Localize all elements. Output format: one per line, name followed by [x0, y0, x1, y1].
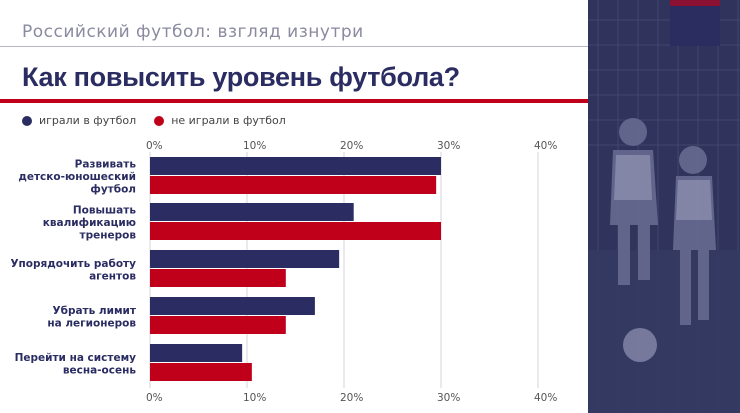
page-title: Как повысить уровень футбола? [22, 62, 460, 92]
category-label: Развивать детско-юношеский футбол [18, 159, 136, 196]
bar-not-played [150, 176, 437, 194]
x-tick-label-bottom: 0% [146, 392, 163, 404]
x-tick-label-top: 40% [534, 140, 557, 152]
bar-not-played [150, 316, 286, 334]
x-tick-label-top: 10% [243, 140, 266, 152]
x-tick-label-bottom: 20% [340, 392, 363, 404]
bar-played [150, 344, 243, 362]
bar-played [150, 297, 315, 315]
category-label: Убрать лимит на легионеров [47, 305, 137, 330]
subtitle-divider [0, 46, 588, 47]
football-photo-illustration [588, 0, 740, 413]
football-photo [588, 0, 740, 413]
title-underline [0, 99, 720, 103]
category-label: Повышать квалификацию тренеров [43, 205, 137, 242]
bar-not-played [150, 222, 441, 240]
bar-played [150, 203, 354, 221]
legend-item-played: играли в футбол [22, 114, 136, 127]
bar-played [150, 250, 340, 268]
bar-chart: 0% 0% 10% 10% 20% 20% 30% 30% 40% 40% Развивать де… [10, 140, 557, 404]
x-tick-label-bottom: 10% [243, 392, 266, 404]
bar-played [150, 157, 441, 175]
x-tick-label-top: 0% [146, 140, 163, 152]
category-label: Перейти на систему весна-осень [15, 352, 137, 377]
bar-not-played [150, 269, 286, 287]
bar-not-played [150, 363, 252, 381]
page-subtitle: Российский футбол: взгляд изнутри [22, 22, 364, 42]
legend-label-played: играли в футбол [39, 114, 137, 127]
x-tick-label-bottom: 40% [534, 392, 557, 404]
x-tick-label-top: 30% [437, 140, 460, 152]
x-tick-label-top: 20% [340, 140, 363, 152]
chart-legend: играли в футбол не играли в футбол [22, 114, 286, 127]
legend-swatch-not-played [154, 115, 165, 126]
legend-swatch-played [22, 115, 32, 126]
legend-label-not-played: не играли в футбол [171, 114, 286, 127]
legend-item-not-played: не играли в футбол [154, 114, 286, 127]
x-tick-label-bottom: 30% [437, 392, 460, 404]
category-label: Упорядочить работу агентов [10, 258, 136, 283]
